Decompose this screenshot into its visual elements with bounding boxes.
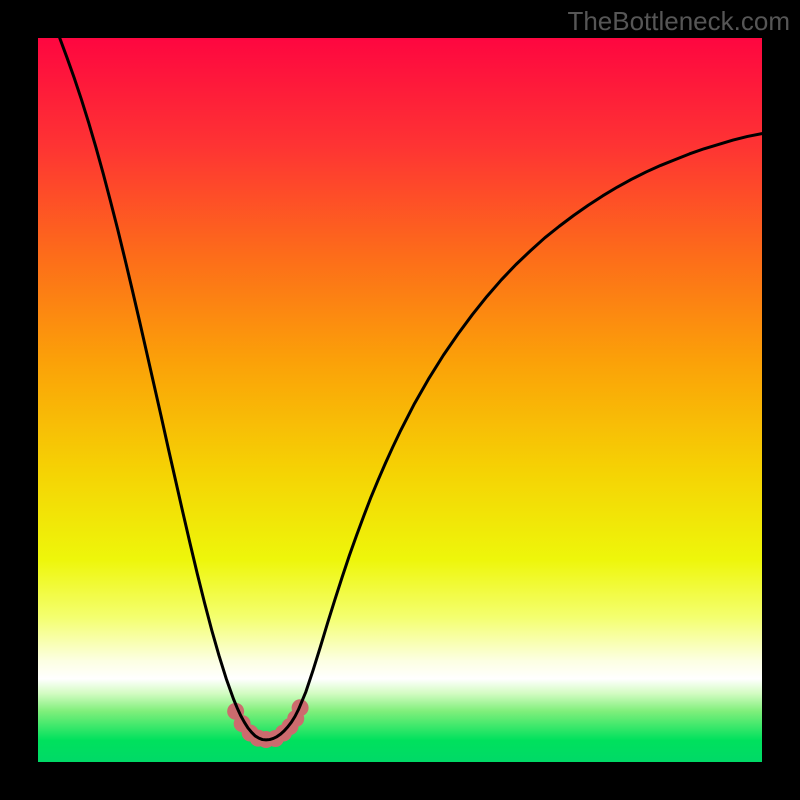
watermark-text: TheBottleneck.com bbox=[567, 6, 790, 37]
plot-background bbox=[38, 38, 762, 762]
bottleneck-curve-plot bbox=[38, 38, 762, 762]
